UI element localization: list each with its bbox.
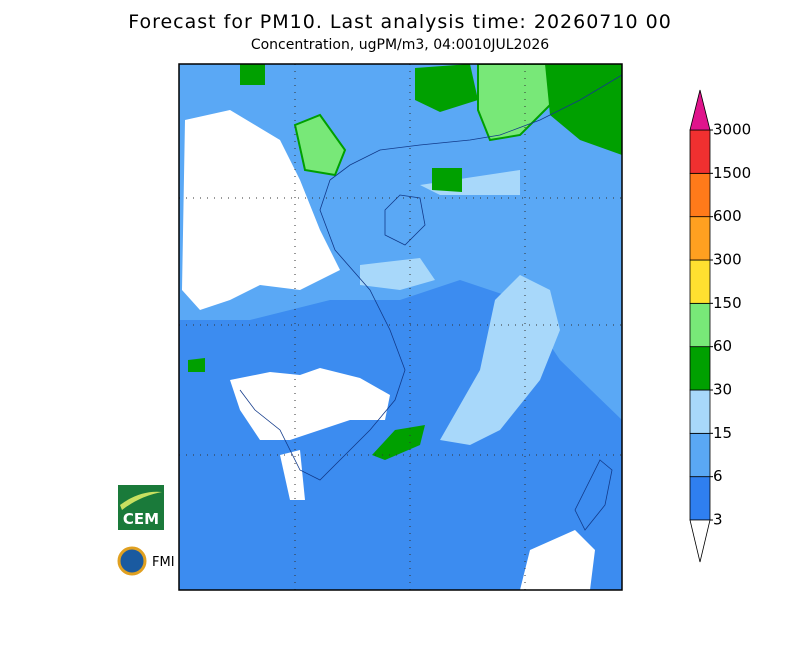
colorbar-band <box>689 476 711 521</box>
cem-logo: CEM <box>118 485 164 530</box>
colorbar-band <box>689 129 711 174</box>
land-clear <box>182 110 340 310</box>
colorbar: 3 6 15 30 60 150 300 600 1500 3000 <box>689 89 751 563</box>
green-area <box>188 358 205 372</box>
colorbar-label: 1500 <box>713 164 751 182</box>
colorbar-under <box>689 519 711 563</box>
land-clear <box>280 450 305 500</box>
logo-globe <box>117 546 147 576</box>
colorbar-band <box>689 389 711 434</box>
colorbar-label: 30 <box>713 381 732 399</box>
colorbar-label: 600 <box>713 207 742 225</box>
colorbar-band <box>689 216 711 261</box>
title: Forecast for PM10. Last analysis time: 2… <box>128 11 672 33</box>
green-area <box>293 113 347 177</box>
colorbar-label: 150 <box>713 294 742 312</box>
colorbar-label: 6 <box>713 467 723 485</box>
green-area <box>240 64 478 192</box>
green-area <box>477 64 562 142</box>
map-frame <box>178 63 623 591</box>
green-area <box>372 425 425 460</box>
logo-text: FMI <box>152 555 175 570</box>
coastline <box>239 179 406 481</box>
coastline <box>384 194 426 246</box>
colorbar-label: 60 <box>713 337 732 355</box>
colorbar-label: 300 <box>713 251 742 269</box>
colorbar-band <box>689 172 711 218</box>
colorbar-over <box>689 89 711 131</box>
colorbar-band <box>689 259 711 304</box>
fmi-logo: FMI <box>117 546 175 576</box>
light-area <box>360 258 435 290</box>
colorbar-label: 3 <box>713 511 723 529</box>
coastline <box>329 74 622 181</box>
colorbar-band <box>689 432 711 478</box>
colorbar-band <box>689 346 711 391</box>
logo-text: CEM <box>123 510 159 528</box>
subtitle: Concentration, ugPM/m3, 04:0010JUL2026 <box>251 37 549 53</box>
coastline <box>574 459 613 531</box>
land-clear <box>520 530 595 590</box>
colorbar-label: 3000 <box>713 121 751 139</box>
logo-swoosh <box>120 491 162 510</box>
medium-area <box>179 64 622 420</box>
map <box>179 64 622 590</box>
colorbar-band <box>689 302 711 348</box>
light-area <box>440 275 560 445</box>
colorbar-label: 15 <box>713 424 732 442</box>
